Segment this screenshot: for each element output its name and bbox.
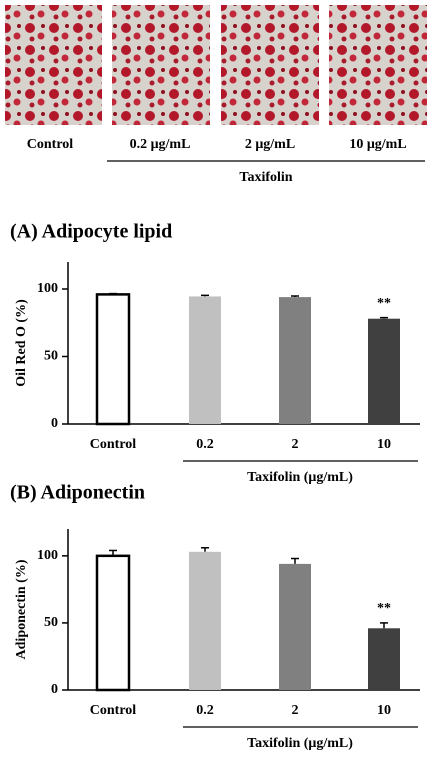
bar	[368, 628, 400, 690]
bar	[95, 554, 131, 692]
micrograph-label: Control	[27, 137, 74, 152]
y-axis-label: Adiponectin (%)	[14, 559, 29, 659]
x-tick-label: Control	[90, 703, 137, 718]
micrograph-label: 10 μg/mL	[349, 137, 406, 152]
x-tick-label: 2	[292, 437, 299, 452]
x-tick-label: 2	[292, 703, 299, 718]
y-tick-label: 50	[44, 349, 58, 364]
y-tick-label: 100	[37, 281, 58, 296]
bar	[279, 563, 311, 690]
x-tick-label: 0.2	[196, 437, 214, 452]
significance-label: **	[377, 601, 391, 616]
micrograph	[221, 5, 319, 125]
bar	[368, 318, 400, 424]
chart-title: (A) Adipocyte lipid	[10, 221, 172, 243]
bar	[279, 297, 311, 424]
bar	[189, 296, 221, 424]
micrograph	[112, 5, 210, 125]
y-tick-label: 0	[51, 416, 58, 431]
x-axis-label: Taxifolin (μg/mL)	[247, 470, 353, 485]
y-tick-label: 100	[37, 548, 58, 563]
significance-label: **	[377, 296, 391, 311]
bar	[95, 293, 131, 426]
micrograph	[5, 5, 102, 125]
bar	[189, 551, 221, 690]
x-tick-label: 10	[377, 437, 391, 452]
x-tick-label: 0.2	[196, 703, 214, 718]
micrograph	[329, 5, 427, 125]
x-tick-label: 10	[377, 703, 391, 718]
y-axis-label: Oil Red O (%)	[14, 299, 29, 387]
y-tick-label: 0	[51, 682, 58, 697]
x-tick-label: Control	[90, 437, 137, 452]
group-label: Taxifolin	[239, 170, 292, 185]
micrograph-label: 0.2 μg/mL	[130, 137, 191, 152]
micrograph-label: 2 μg/mL	[245, 137, 295, 152]
micrographs: Control 0.2 μg/mL 2 μg/mL 10 μg/mL Taxif…	[5, 5, 427, 185]
chart-title: (B) Adiponectin	[10, 482, 145, 504]
y-tick-label: 50	[44, 615, 58, 630]
x-axis-label: Taxifolin (μg/mL)	[247, 736, 353, 751]
